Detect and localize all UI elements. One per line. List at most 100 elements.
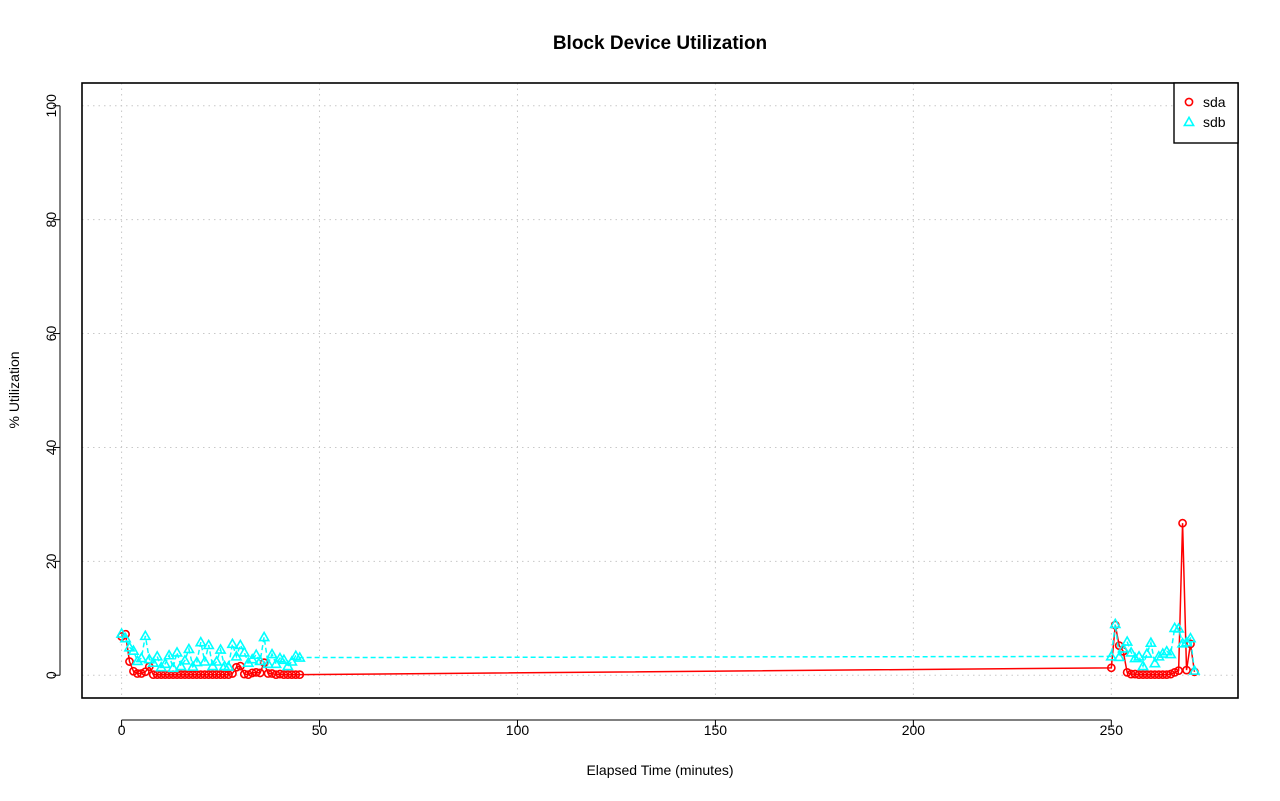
data-point-sdb <box>1152 650 1165 661</box>
data-point-sdb <box>250 648 263 659</box>
data-point-sdb <box>171 646 183 657</box>
data-point-sdb <box>1184 631 1197 643</box>
data-point-sdb <box>147 656 160 667</box>
data-point-sdb <box>135 651 148 663</box>
legend-marker-sdb <box>1183 115 1195 127</box>
series-sdb <box>115 617 1201 675</box>
data-point-sdb <box>226 637 239 649</box>
data-point-sdb <box>119 631 132 643</box>
y-tick-label: 40 <box>43 439 59 455</box>
data-point-sdb <box>123 641 136 652</box>
data-point-sda <box>125 657 134 666</box>
data-point-sdb <box>178 654 191 665</box>
data-point-sdb <box>1137 659 1149 671</box>
x-tick-label: 250 <box>1100 722 1124 738</box>
data-point-sdb <box>1117 642 1130 653</box>
data-point-sdb <box>222 660 235 671</box>
legend-label-sda: sda <box>1203 94 1226 110</box>
series-layer <box>115 518 1201 680</box>
data-point-sdb <box>1144 636 1157 648</box>
data-point-sdb <box>139 629 152 641</box>
data-point-sdb <box>1172 622 1185 633</box>
data-point-sdb <box>182 642 195 654</box>
data-point-sdb <box>266 647 279 659</box>
data-point-sdb <box>1148 657 1161 668</box>
y-tick-label: 100 <box>43 94 59 118</box>
data-point-sdb <box>1188 664 1201 675</box>
data-point-sdb <box>230 650 243 661</box>
data-point-sdb <box>285 655 298 666</box>
data-point-sda <box>1186 639 1195 649</box>
legend-box <box>1173 82 1239 144</box>
data-point-sdb <box>1121 635 1134 646</box>
x-tick-label: 100 <box>506 722 530 738</box>
data-point-sdb <box>151 650 164 661</box>
x-tick-label: 50 <box>312 722 328 738</box>
legend: sda sdb <box>1173 82 1239 144</box>
data-point-sdb <box>258 630 271 642</box>
data-point-sdb <box>293 651 306 662</box>
data-point-sdb <box>163 649 176 660</box>
y-axis-title: % Utilization <box>6 351 22 428</box>
data-point-sda <box>231 662 241 672</box>
data-point-sdb <box>1164 647 1177 659</box>
x-tick-label: 0 <box>118 722 126 738</box>
data-point-sdb <box>190 655 203 667</box>
data-point-sdb <box>174 659 187 671</box>
data-point-sdb <box>1109 617 1122 629</box>
data-point-sdb <box>1156 647 1169 658</box>
data-point-sdb <box>1176 637 1189 648</box>
data-point-sda <box>239 669 249 679</box>
data-point-sda <box>224 670 233 680</box>
data-point-sdb <box>1113 650 1126 662</box>
data-point-sdb <box>1133 650 1146 661</box>
data-point-sdb <box>127 644 140 655</box>
data-point-sdb <box>277 653 290 665</box>
data-point-sdb <box>234 638 247 650</box>
data-point-sdb <box>167 661 180 673</box>
data-point-sdb <box>1125 646 1138 657</box>
data-point-sdb <box>270 657 282 669</box>
y-tick-label: 60 <box>43 326 59 342</box>
chart-title: Block Device Utilization <box>553 33 767 54</box>
data-point-sda <box>291 670 301 680</box>
y-tick-label: 80 <box>43 212 59 228</box>
data-point-sdb <box>198 655 211 666</box>
data-point-sdb <box>194 635 207 647</box>
data-point-sdb <box>131 654 144 666</box>
data-point-sdb <box>202 638 215 650</box>
data-point-sda <box>295 670 305 680</box>
data-point-sdb <box>262 657 275 669</box>
data-point-sda <box>1182 665 1191 675</box>
data-point-sdb <box>143 653 156 664</box>
series-line-sda <box>121 523 1196 676</box>
legend-label-sdb: sdb <box>1203 114 1226 130</box>
data-point-sdb <box>1105 650 1118 661</box>
data-point-sda <box>133 669 142 678</box>
data-point-sda <box>1162 670 1172 680</box>
data-point-sdb <box>254 654 267 666</box>
data-point-sda <box>1106 663 1116 673</box>
x-tick-label: 200 <box>902 722 926 738</box>
data-point-sdb <box>214 643 227 654</box>
data-point-sdb <box>1129 651 1142 663</box>
data-point-sdb <box>159 657 172 669</box>
grid <box>82 83 1238 698</box>
data-point-sda <box>220 670 229 680</box>
data-point-sdb <box>238 646 251 657</box>
data-point-sdb <box>1160 645 1173 656</box>
data-point-sda <box>1178 518 1187 528</box>
x-axis-title: Elapsed Time (minutes) <box>586 762 733 778</box>
y-tick-label: 0 <box>43 671 59 679</box>
x-tick-label: 150 <box>704 722 728 738</box>
y-tick-label: 20 <box>43 553 59 569</box>
axes: 0 50 100 150 200 250 0 20 40 60 80 100 <box>43 94 1123 738</box>
data-point-sdb <box>115 627 128 638</box>
data-point-sdb <box>1140 647 1153 658</box>
data-point-sdb <box>210 655 223 666</box>
data-point-sda <box>251 667 261 677</box>
data-point-sda <box>263 669 273 678</box>
plot-frame <box>81 82 1239 699</box>
legend-marker-sda <box>1184 97 1194 107</box>
